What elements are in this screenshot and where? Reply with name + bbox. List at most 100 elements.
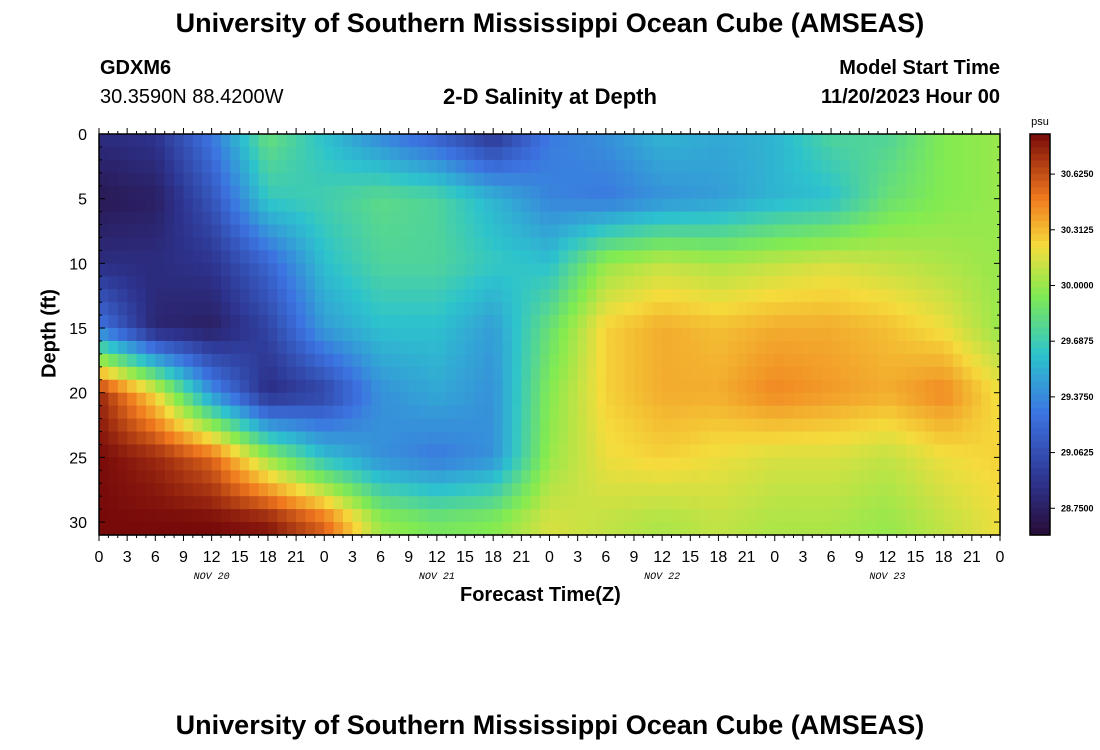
heat-cell — [540, 289, 551, 303]
heat-cell — [737, 470, 748, 484]
heat-cell — [877, 302, 888, 316]
heat-cell — [108, 470, 119, 484]
heat-cell — [690, 457, 701, 471]
heat-cell — [652, 522, 663, 536]
heat-cell — [868, 366, 879, 381]
heat-cell — [333, 237, 344, 252]
heat-cell — [521, 509, 532, 523]
heat-cell — [127, 159, 138, 174]
heat-cell — [877, 315, 888, 329]
heat-cell — [249, 379, 260, 394]
heat-cell — [221, 405, 231, 420]
heat-cell — [230, 185, 241, 200]
heat-cell — [258, 211, 269, 226]
heat-cell — [868, 328, 879, 342]
heat-cell — [399, 522, 410, 536]
heat-cell — [633, 134, 644, 148]
heat-cell — [605, 457, 616, 471]
heat-cell — [558, 509, 569, 523]
heat-cell — [389, 366, 400, 381]
heat-cell — [530, 276, 541, 290]
heat-cell — [380, 224, 391, 239]
heat-cell — [221, 379, 231, 394]
x-tick-label: 0 — [95, 549, 104, 566]
heat-cell — [690, 302, 701, 316]
heat-cell — [202, 522, 213, 536]
heat-cell — [371, 159, 382, 174]
heat-cell — [502, 431, 513, 446]
x-tick-label: 15 — [681, 549, 699, 566]
heat-cell — [465, 405, 476, 420]
heat-cell — [568, 276, 579, 290]
heat-cell — [690, 263, 701, 277]
heat-cell — [690, 431, 701, 446]
heat-cell — [117, 328, 128, 342]
heat-cell — [277, 457, 288, 471]
heat-cell — [371, 315, 382, 329]
heat-cell — [643, 159, 654, 174]
heat-cell — [305, 276, 316, 290]
heat-cell — [549, 315, 560, 329]
heat-cell — [643, 522, 654, 536]
heat-cell — [436, 211, 447, 226]
heat-cell — [831, 185, 842, 200]
heat-cell — [962, 509, 973, 523]
heat-cell — [483, 431, 494, 446]
heat-cell — [202, 146, 213, 161]
heat-cell — [136, 340, 147, 355]
heat-cell — [887, 405, 898, 420]
heat-cell — [446, 405, 457, 420]
heat-cell — [136, 289, 147, 303]
heat-cell — [943, 457, 954, 471]
heat-cell — [361, 146, 372, 161]
heat-cell — [521, 263, 532, 277]
heat-cell — [155, 134, 166, 148]
heat-cell — [990, 172, 1001, 187]
heat-cell — [314, 250, 325, 264]
heat-cell — [605, 509, 616, 523]
heat-cell — [831, 392, 842, 407]
heat-cell — [155, 509, 166, 523]
heat-cell — [624, 444, 635, 458]
heat-cell — [221, 328, 231, 342]
heat-cell — [521, 483, 532, 497]
heat-cell — [558, 289, 569, 303]
colorbar-swatch — [1030, 408, 1050, 416]
heat-cell — [296, 224, 307, 239]
heat-cell — [202, 263, 213, 277]
heat-cell — [549, 444, 560, 458]
heat-cell — [643, 211, 654, 226]
heat-cell — [699, 263, 710, 277]
heat-cell — [230, 405, 241, 420]
heat-cell — [887, 250, 898, 264]
heat-cell — [577, 198, 588, 213]
heat-cell — [953, 237, 964, 252]
heat-cell — [671, 340, 682, 355]
heat-cell — [990, 509, 1001, 523]
heat-cell — [906, 457, 917, 471]
heat-cell — [680, 263, 691, 277]
heat-cell — [887, 185, 898, 200]
heat-cell — [587, 522, 598, 536]
heat-cell — [859, 315, 870, 329]
heat-cell — [831, 366, 842, 381]
heat-cell — [521, 366, 532, 381]
heat-cell — [887, 159, 898, 174]
heat-cell — [990, 198, 1001, 213]
heat-cell — [709, 444, 720, 458]
heat-cell — [446, 172, 457, 187]
heat-cell — [577, 263, 588, 277]
heat-cell — [239, 392, 250, 407]
heat-cell — [267, 405, 278, 420]
heat-cell — [521, 276, 532, 290]
heat-cell — [793, 134, 804, 148]
heat-cell — [652, 418, 663, 433]
heat-cell — [558, 134, 569, 148]
heat-cell — [784, 366, 795, 381]
heat-cell — [474, 444, 485, 458]
heat-cell — [418, 328, 429, 342]
heat-cell — [286, 315, 297, 329]
heat-cell — [971, 340, 982, 355]
heat-cell — [615, 159, 626, 174]
heat-cell — [896, 457, 907, 471]
